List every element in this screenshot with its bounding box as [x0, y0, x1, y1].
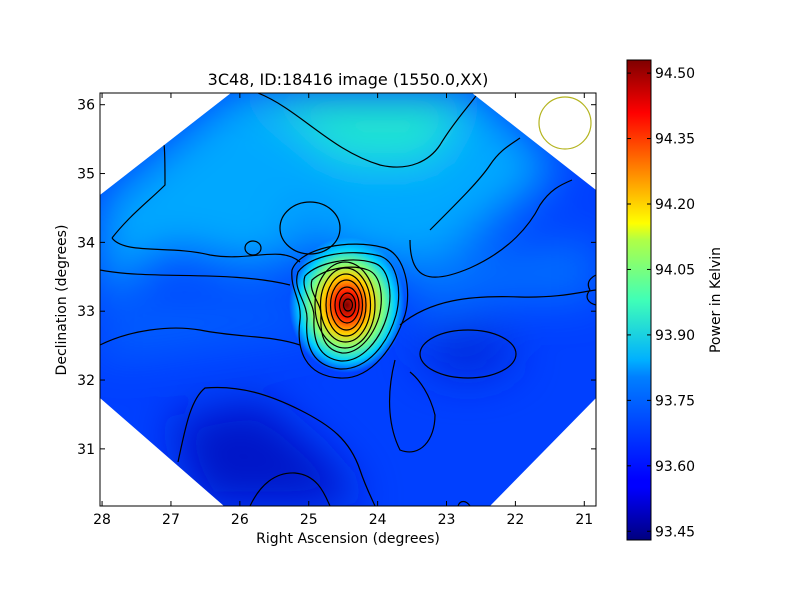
contour-lines: [100, 93, 596, 506]
colorbar-gradient: [626, 59, 652, 541]
y-tick-label: 33: [77, 304, 95, 320]
x-tick-label: 28: [93, 512, 111, 528]
x-tick-label: 27: [162, 512, 180, 528]
plot-area: [99, 92, 597, 507]
y-axis: 31 32 33 34 35 36: [77, 98, 596, 458]
x-tick-label: 22: [506, 512, 524, 528]
colorbar-tick-label: 93.90: [655, 328, 695, 344]
colorbar-tick-label: 93.45: [655, 524, 695, 540]
x-tick-label: 25: [300, 512, 318, 528]
x-tick-label: 26: [231, 512, 249, 528]
colorbar-tick-label: 94.35: [655, 132, 695, 148]
plot-frame: [99, 92, 597, 507]
colorbar-tick-label: 93.60: [655, 459, 695, 475]
chart-title: 3C48, ID:18416 image (1550.0,XX): [208, 70, 489, 89]
x-tick-label: 24: [369, 512, 387, 528]
colorbar: 93.45 93.60 93.75 93.90 94.05 94.20 94.35 94.50…: [626, 59, 724, 541]
beam-circle: [538, 96, 592, 150]
x-axis-label: Right Ascension (degrees): [256, 531, 440, 547]
y-tick-label: 34: [77, 235, 95, 251]
y-tick-label: 36: [77, 98, 95, 114]
x-tick-label: 23: [438, 512, 456, 528]
x-tick-label: 21: [575, 512, 593, 528]
x-axis: 28 27 26 25 24 23 22 21: [93, 93, 593, 528]
peak-contours: [291, 243, 409, 379]
colorbar-ticks: 93.45 93.60 93.75 93.90 94.05 94.20 94.35 94.50: [627, 66, 695, 540]
colorbar-tick-label: 93.75: [655, 393, 695, 409]
y-tick-label: 31: [77, 442, 95, 458]
colorbar-tick-label: 94.05: [655, 262, 695, 278]
colorbar-tick-label: 94.20: [655, 197, 695, 213]
y-tick-label: 32: [77, 373, 95, 389]
colorbar-label: Power in Kelvin: [708, 247, 724, 353]
colorbar-tick-label: 94.50: [655, 66, 695, 82]
y-tick-label: 35: [77, 167, 95, 183]
y-axis-label: Declination (degrees): [54, 225, 70, 376]
